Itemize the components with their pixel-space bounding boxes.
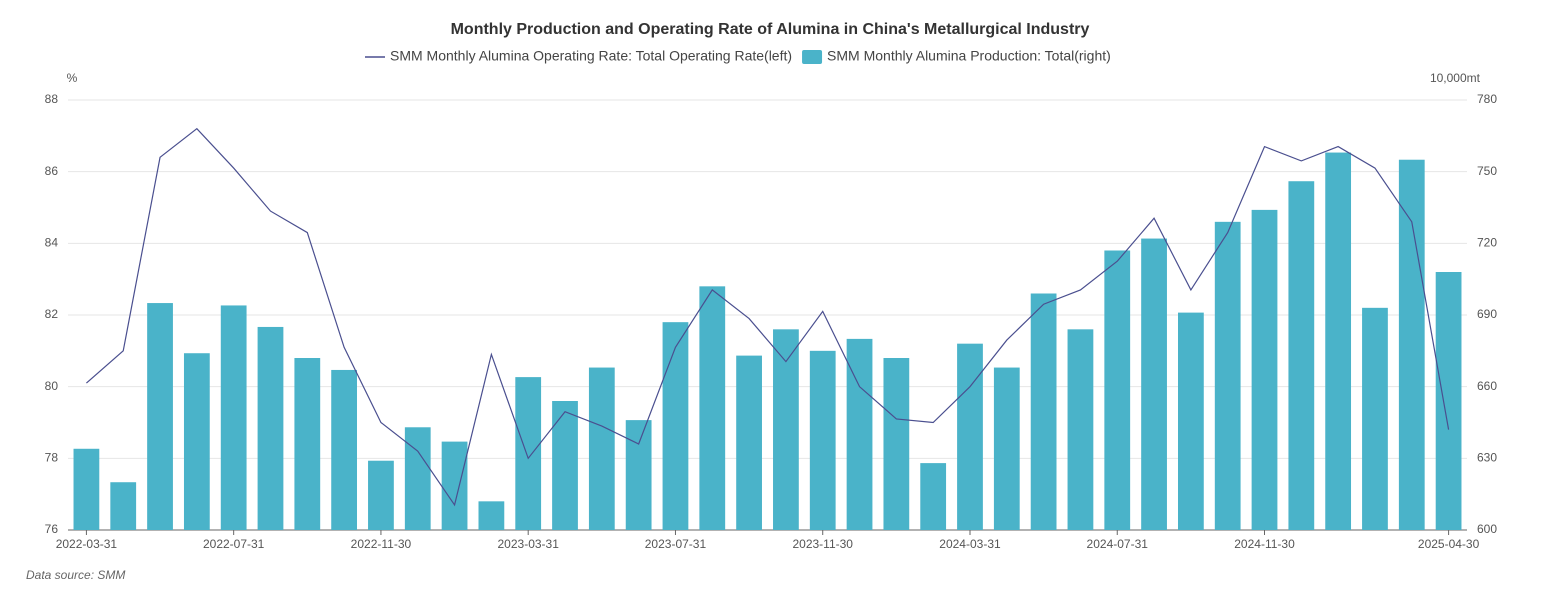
- bar: [1325, 152, 1352, 531]
- bar: [920, 463, 947, 530]
- bar: [331, 369, 358, 530]
- bar: [1251, 209, 1278, 530]
- source: Data source: SMM: [26, 568, 125, 582]
- bar: [662, 322, 689, 530]
- y2-tick-label: 690: [1477, 307, 1497, 321]
- x-tick-label: 2023-11-30: [792, 537, 853, 551]
- x-tick-label: 2025-04-30: [1418, 537, 1480, 551]
- bar: [478, 501, 505, 530]
- bar: [404, 427, 431, 530]
- x-tick-label: 2024-11-30: [1234, 537, 1295, 551]
- bar: [993, 367, 1020, 530]
- bar: [220, 305, 247, 530]
- y2-tick-label: 660: [1477, 379, 1497, 393]
- bar: [1362, 307, 1388, 530]
- chart-title: Monthly Production and Operating Rate of…: [451, 21, 1090, 38]
- y2-tick-label: 720: [1477, 236, 1497, 250]
- bar: [1141, 238, 1167, 531]
- y-tick-label: 84: [45, 236, 59, 250]
- bar: [699, 286, 726, 530]
- legend-label: SMM Monthly Alumina Operating Rate: Tota…: [390, 48, 792, 64]
- bar: [110, 482, 137, 530]
- bar: [773, 329, 799, 530]
- y2-tick-label: 780: [1477, 92, 1497, 106]
- x-tick-label: 2022-03-31: [56, 537, 118, 551]
- y-axis-label: %: [67, 71, 78, 85]
- bar: [625, 420, 652, 530]
- y-tick-label: 76: [45, 522, 59, 536]
- y2-tick-label: 630: [1477, 451, 1497, 465]
- x-tick-label: 2023-07-31: [645, 537, 707, 551]
- x-tick-label: 2024-03-31: [939, 537, 1001, 551]
- bar: [846, 338, 873, 530]
- x-tick-label: 2023-03-31: [498, 537, 560, 551]
- bar: [441, 441, 468, 530]
- bar: [1214, 221, 1241, 531]
- bar: [515, 377, 542, 530]
- y2-tick-label: 600: [1477, 522, 1497, 536]
- x-tick-label: 2024-07-31: [1087, 537, 1149, 551]
- legend-label: SMM Monthly Alumina Production: Total(ri…: [827, 48, 1111, 64]
- x-tick-label: 2022-07-31: [203, 537, 265, 551]
- bar: [1030, 293, 1057, 530]
- bar: [809, 350, 836, 530]
- y-tick-label: 82: [45, 307, 59, 321]
- bar: [1435, 272, 1462, 530]
- bar: [73, 448, 100, 530]
- bar: [957, 343, 983, 530]
- x-tick-label: 2022-11-30: [351, 537, 412, 551]
- bar: [183, 353, 210, 530]
- bar: [588, 367, 615, 530]
- bar: [552, 401, 578, 530]
- bar: [736, 355, 762, 530]
- legend-swatch: [802, 50, 823, 64]
- y-tick-label: 80: [45, 379, 59, 393]
- bar: [883, 358, 910, 530]
- y2-axis-label: 10,000mt: [1430, 71, 1481, 85]
- bar: [147, 303, 173, 530]
- bar: [1398, 159, 1425, 530]
- bar: [257, 326, 284, 530]
- y-tick-label: 78: [45, 451, 59, 465]
- bar: [1288, 181, 1315, 530]
- bar: [1067, 329, 1094, 530]
- y-tick-label: 86: [45, 164, 59, 178]
- line: [86, 127, 1450, 507]
- y2-tick-label: 750: [1477, 164, 1497, 178]
- bar: [368, 460, 394, 530]
- y-tick-label: 88: [45, 92, 59, 106]
- bar: [1177, 312, 1204, 530]
- bar: [1104, 250, 1131, 530]
- bar: [294, 358, 321, 530]
